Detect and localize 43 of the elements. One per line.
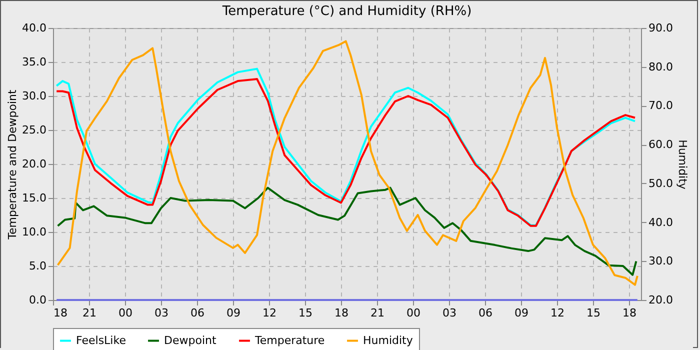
y-axis-title: Temperature and Dewpoint	[6, 88, 20, 240]
y2-tick-label: 20.0	[648, 294, 673, 306]
y2-tick-label: 70.0	[648, 99, 673, 112]
y-tick-label: 0.0	[29, 294, 46, 306]
y-tick-label: 15.0	[22, 192, 46, 204]
x-tick-label: 18	[54, 306, 68, 320]
y-tick-label: 20.0	[22, 158, 46, 170]
line-series	[56, 40, 638, 286]
x-tick-label: 21	[370, 306, 384, 320]
x-tick-label: 12	[550, 306, 564, 320]
x-tick-label: 09	[514, 306, 528, 320]
y2-tick-label: 50.0	[648, 176, 673, 190]
legend-label: Humidity	[363, 334, 414, 347]
line-series	[56, 186, 638, 276]
y2-axis-title: Humidity	[676, 140, 689, 190]
y-tick-label: 25.0	[22, 124, 46, 136]
legend-label: FeelsLike	[76, 334, 126, 347]
y-tick-label: 10.0	[22, 226, 46, 238]
y2-tick-label: 30.0	[648, 254, 673, 268]
y-tick-label: 30.0	[22, 90, 46, 102]
x-tick-label: 21	[82, 306, 96, 320]
x-tick-label: 00	[406, 306, 420, 320]
y2-tick-label: 90.0	[648, 22, 673, 34]
x-tick-label: 06	[190, 306, 204, 320]
chart-title: Temperature (°C) and Humidity (RH%)	[221, 4, 472, 19]
x-tick-label: 15	[586, 306, 600, 320]
x-tick-label: 12	[262, 306, 276, 320]
x-tick-label: 09	[226, 306, 240, 320]
y2-tick-label: 60.0	[648, 138, 673, 152]
x-tick-label: 00	[118, 306, 132, 320]
x-tick-label: 18	[622, 306, 636, 320]
legend-label: Dewpoint	[164, 334, 217, 347]
y-tick-label: 40.0	[22, 22, 46, 34]
x-tick-label: 15	[298, 306, 312, 320]
legend-label: Temperature	[254, 334, 325, 347]
y2-tick-label: 80.0	[648, 60, 673, 74]
y2-tick-label: 40.0	[648, 216, 673, 229]
x-tick-label: 06	[478, 306, 492, 320]
y-tick-label: 35.0	[22, 56, 46, 68]
x-tick-label: 03	[154, 306, 168, 320]
x-tick-label: 18	[334, 306, 348, 320]
x-tick-label: 03	[442, 306, 456, 320]
y-tick-label: 5.0	[29, 260, 46, 272]
